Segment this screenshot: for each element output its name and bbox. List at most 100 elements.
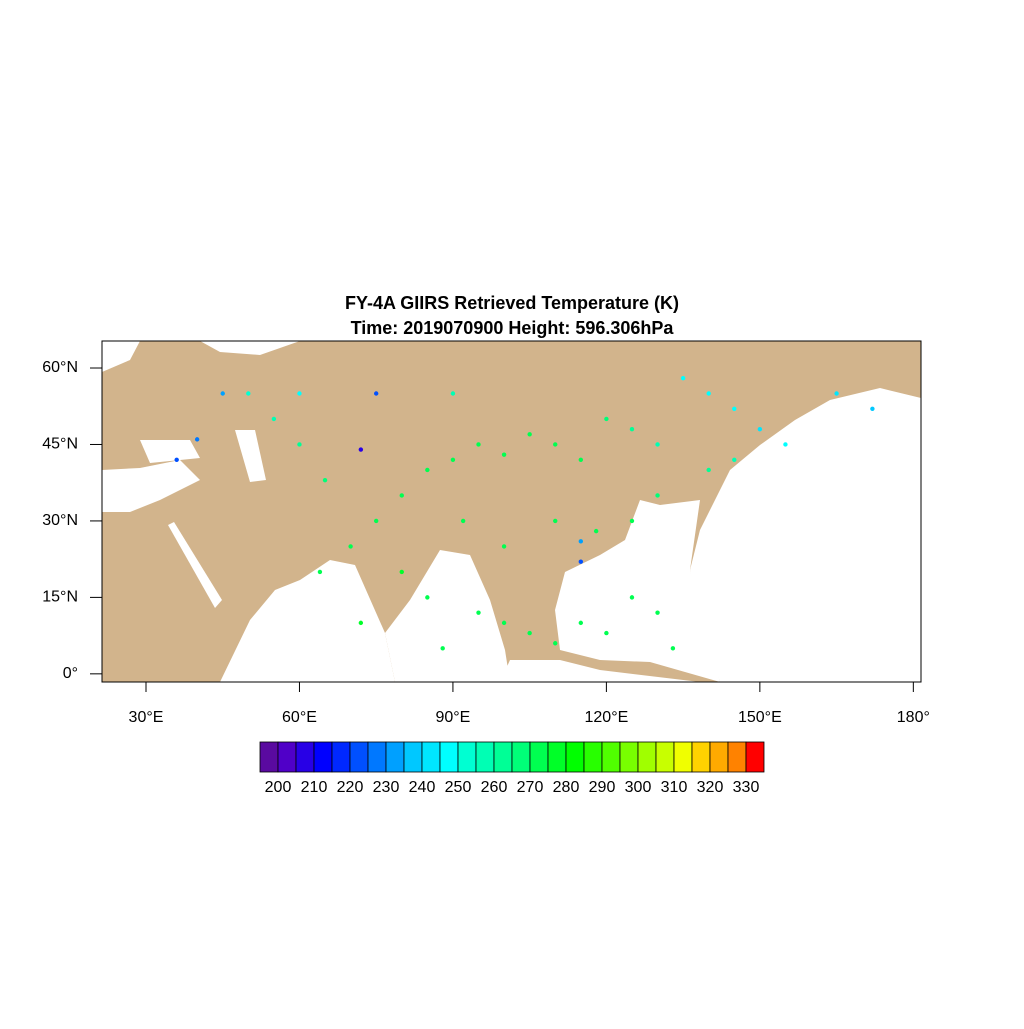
colorbar-box [745,741,765,773]
colorbar-box [349,741,369,773]
colorbar-box [277,741,297,773]
data-point [501,544,507,549]
data-point [783,442,788,447]
data-point [297,442,302,447]
data-point [501,620,507,626]
x-tick-label: 90°E [435,709,470,726]
y-tick-label: 45°N [42,436,78,453]
data-point [271,416,277,422]
colorbar-label: 240 [409,779,436,796]
colorbar-box [367,741,387,773]
data-point [358,447,364,452]
x-tick-label: 120°E [585,709,629,726]
data-point [425,595,430,600]
x-tick-label: 60°E [282,709,317,726]
data-point [578,457,584,462]
data-point [553,442,558,447]
colorbar-box [637,741,657,773]
ocean [102,341,921,682]
colorbar-label: 250 [445,779,472,796]
data-point [373,518,379,524]
data-point [604,416,609,422]
chart-subtitle: Time: 2019070900 Height: 596.306hPa [351,318,675,338]
data-point [174,457,179,462]
data-point [732,406,737,411]
data-point [834,391,839,396]
x-tick-label: 150°E [738,709,782,726]
data-point [680,376,686,381]
colorbar-box [295,741,315,773]
colorbar-box [439,741,459,773]
y-tick-label: 0° [63,665,78,682]
data-point [655,610,660,615]
colorbar-label: 310 [661,779,688,796]
y-tick-label: 30°N [42,512,78,529]
data-point [553,641,558,646]
chart-title: FY-4A GIIRS Retrieved Temperature (K) [345,293,679,313]
colorbar-label: 230 [373,779,400,796]
data-point [629,518,635,524]
data-point [706,391,711,396]
data-point [870,406,875,411]
colorbar-box [709,741,729,773]
data-point [578,620,584,626]
colorbar-box [259,741,279,773]
data-point [604,630,609,636]
data-point [501,452,507,457]
colorbar-box [655,741,675,773]
colorbar-label: 330 [733,779,760,796]
x-tick-label: 180° [897,709,930,726]
colorbar-box [583,741,603,773]
colorbar-box [691,741,711,773]
data-point [450,457,456,462]
data-point [440,646,445,651]
data-point [399,569,404,575]
colorbar-label: 290 [589,779,616,796]
data-point [476,442,481,447]
colorbar-box [421,741,441,773]
colorbar-box [601,741,621,773]
data-point [476,610,481,615]
data-point [348,544,353,549]
colorbar-label: 300 [625,779,652,796]
data-point [399,493,404,498]
data-point [425,467,430,473]
colorbar-box [673,741,693,773]
colorbar-label: 280 [553,779,580,796]
x-tick-label: 30°E [129,709,164,726]
y-tick-label: 60°N [42,359,78,376]
data-point [670,646,676,651]
colorbar-box [313,741,333,773]
colorbar-label: 260 [481,779,508,796]
data-point [194,437,200,442]
data-point [593,528,599,534]
colorbar-box [511,741,531,773]
data-point [460,518,466,524]
data-point [629,426,635,432]
data-point [757,426,763,432]
data-point [527,432,532,437]
colorbar-box [529,741,549,773]
data-point [655,493,660,498]
colorbar-label: 320 [697,779,724,796]
data-point [578,539,584,544]
colorbar-label: 270 [517,779,544,796]
data-point [358,620,364,626]
data-point [246,391,251,396]
colorbar-box [565,741,585,773]
colorbar-box [619,741,639,773]
colorbar-label: 200 [265,779,292,796]
colorbar-label: 220 [337,779,364,796]
map [101,340,922,683]
data-point [732,457,737,462]
data-point [322,477,328,483]
colorbar-box [493,741,513,773]
colorbar-box [385,741,405,773]
colorbar-box [331,741,351,773]
data-point [450,391,456,396]
data-point [297,391,302,396]
y-tick-label: 15°N [42,589,78,606]
colorbar-label: 210 [301,779,328,796]
